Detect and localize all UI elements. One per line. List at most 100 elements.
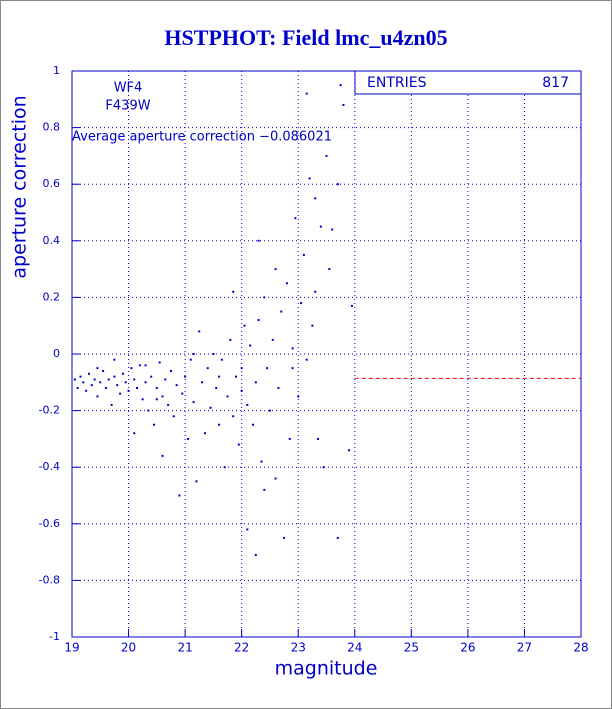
- point: [331, 228, 334, 231]
- point: [141, 398, 144, 401]
- point: [277, 386, 280, 389]
- point: [240, 389, 243, 392]
- point: [133, 378, 136, 381]
- point: [96, 367, 99, 370]
- x-tick-label: 23: [291, 641, 306, 655]
- point: [147, 409, 150, 412]
- y-tick-label: -0.4: [39, 460, 60, 473]
- x-tick-label: 25: [404, 641, 419, 655]
- point: [76, 386, 79, 389]
- point: [206, 367, 209, 370]
- point: [144, 364, 147, 367]
- point: [175, 384, 178, 387]
- y-tick-label: 0.8: [43, 121, 61, 134]
- point: [104, 386, 107, 389]
- point: [124, 381, 127, 384]
- x-tick-label: 24: [347, 641, 362, 655]
- point: [232, 415, 235, 418]
- point: [305, 92, 308, 95]
- stats-value: 817: [542, 75, 569, 91]
- point: [153, 423, 156, 426]
- point: [336, 536, 339, 539]
- point: [339, 84, 342, 87]
- point: [305, 358, 308, 361]
- point: [350, 304, 353, 307]
- point: [322, 466, 325, 469]
- point: [246, 528, 249, 531]
- point: [116, 384, 119, 387]
- point: [107, 378, 110, 381]
- point: [291, 347, 294, 350]
- point: [257, 239, 260, 242]
- point: [127, 389, 130, 392]
- point: [90, 384, 93, 387]
- point: [138, 364, 141, 367]
- point: [169, 369, 172, 372]
- point: [325, 154, 328, 157]
- point: [328, 268, 331, 271]
- point: [82, 381, 85, 384]
- point: [203, 432, 206, 435]
- point: [218, 375, 221, 378]
- point: [342, 103, 345, 106]
- point: [314, 197, 317, 200]
- point: [198, 330, 201, 333]
- point: [144, 381, 147, 384]
- point: [87, 372, 90, 375]
- point: [195, 480, 198, 483]
- x-axis-label: magnitude: [275, 658, 378, 680]
- point: [96, 395, 99, 398]
- point: [237, 443, 240, 446]
- point: [246, 403, 249, 406]
- point: [229, 338, 232, 341]
- point: [161, 454, 164, 457]
- point: [121, 372, 124, 375]
- point: [167, 403, 170, 406]
- y-axis-label: aperture correction: [9, 95, 31, 278]
- point: [319, 225, 322, 228]
- point: [201, 381, 204, 384]
- point: [302, 253, 305, 256]
- x-tick-label: 27: [517, 641, 532, 655]
- y-tick-label: 0: [53, 347, 60, 360]
- point: [249, 344, 252, 347]
- point: [257, 319, 260, 322]
- point: [285, 282, 288, 285]
- point: [212, 353, 215, 355]
- x-tick-label: 26: [460, 641, 475, 655]
- point: [155, 386, 158, 389]
- point: [158, 361, 161, 364]
- point: [223, 466, 226, 469]
- point: [266, 367, 269, 370]
- annotation: WF4: [114, 81, 143, 96]
- point: [254, 381, 257, 384]
- x-tick-label: 20: [121, 641, 136, 655]
- point: [226, 395, 229, 398]
- point: [260, 460, 263, 463]
- point: [189, 358, 192, 361]
- point: [308, 177, 311, 180]
- point: [161, 395, 164, 398]
- annotation: F439W: [105, 99, 150, 114]
- point: [136, 386, 139, 389]
- point: [85, 389, 88, 392]
- point: [314, 290, 317, 293]
- y-tick-label: -0.6: [39, 517, 60, 530]
- x-tick-label: 21: [177, 641, 192, 655]
- point: [178, 494, 181, 497]
- point: [235, 375, 238, 378]
- point: [150, 375, 153, 378]
- point: [130, 367, 133, 370]
- point: [300, 302, 303, 305]
- point: [113, 358, 116, 361]
- point: [232, 290, 235, 293]
- point: [254, 553, 257, 556]
- y-tick-label: 0.2: [43, 290, 61, 303]
- point: [186, 437, 189, 440]
- point: [113, 375, 116, 378]
- point: [348, 449, 351, 452]
- point: [311, 324, 314, 327]
- point: [263, 296, 266, 299]
- point: [240, 367, 243, 370]
- point: [181, 392, 184, 395]
